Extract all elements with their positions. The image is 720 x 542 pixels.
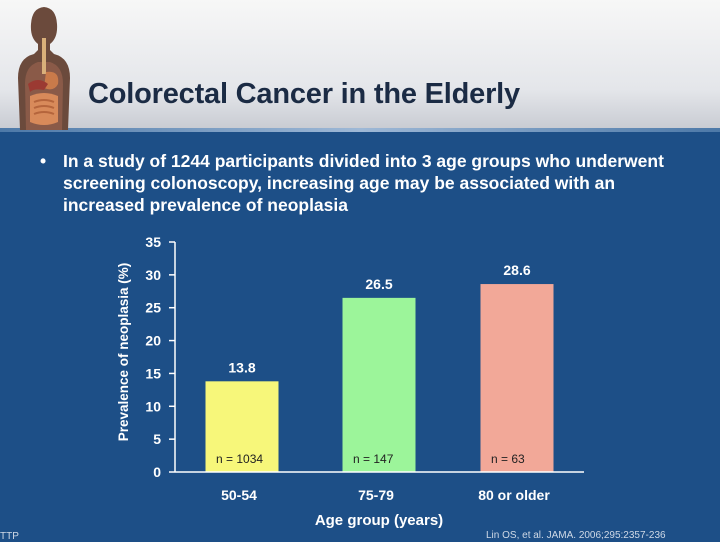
bar (480, 284, 554, 472)
y-tick-label: 0 (153, 464, 161, 480)
y-tick-label: 5 (153, 431, 161, 447)
slide-title: Colorectal Cancer in the Elderly (88, 78, 520, 110)
bar-n-label: n = 1034 (216, 452, 263, 466)
bar-value-label: 26.5 (365, 276, 392, 292)
x-tick-label: 75-79 (358, 487, 394, 503)
header-divider (0, 128, 720, 132)
bar (342, 297, 416, 472)
y-tick-label: 20 (145, 333, 161, 349)
footer-citation: Lin OS, et al. JAMA. 2006;295:2357-236 (486, 530, 666, 541)
bar (205, 381, 279, 472)
bar-n-label: n = 63 (491, 452, 525, 466)
x-tick-label: 50-54 (221, 487, 257, 503)
bar-value-label: 28.6 (503, 262, 530, 278)
footer-logo-text: TTP (0, 531, 19, 542)
y-tick-label: 35 (145, 234, 161, 250)
y-tick-label: 30 (145, 267, 161, 283)
y-tick-label: 15 (145, 365, 161, 381)
bar-n-label: n = 147 (353, 452, 394, 466)
y-tick-label: 10 (145, 398, 161, 414)
slide-header (0, 0, 720, 128)
x-tick-label: 80 or older (478, 487, 550, 503)
y-tick-label: 25 (145, 300, 161, 316)
bullet-dot-icon: • (40, 151, 47, 171)
bullet-text: In a study of 1244 participants divided … (63, 151, 664, 215)
x-axis-label: Age group (years) (315, 512, 443, 529)
bar-value-label: 13.8 (228, 359, 255, 375)
y-axis-label: Prevalence of neoplasia (%) (116, 263, 131, 442)
anatomy-digestive-icon (18, 7, 70, 130)
